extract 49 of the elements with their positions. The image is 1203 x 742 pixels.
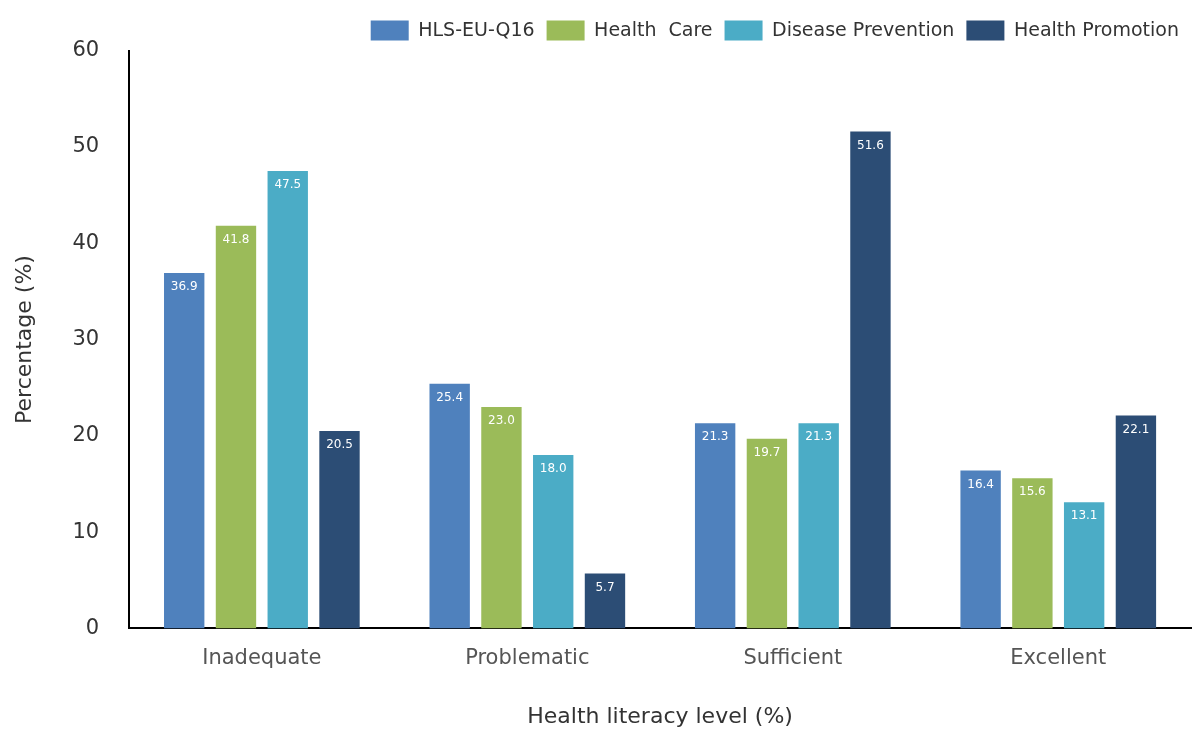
data-label: 41.8 (222, 231, 250, 246)
y-tick-label: 10 (72, 518, 100, 543)
x-tick-label: Excellent (1010, 645, 1107, 670)
y-axis-title: Percentage (%) (10, 255, 36, 424)
y-tick-label: 60 (72, 37, 100, 62)
bar (481, 406, 522, 629)
data-label: 21.3 (805, 429, 833, 444)
data-label: 16.4 (967, 476, 994, 491)
data-label: 25.4 (436, 389, 464, 404)
data-label: 5.7 (595, 579, 615, 594)
bar (850, 131, 891, 629)
x-axis-title: Health literacy level (%) (527, 702, 793, 728)
bar (1063, 502, 1105, 629)
data-label: 18.0 (539, 461, 567, 476)
data-label: 23.0 (488, 413, 515, 428)
x-tick-label: Problematic (465, 645, 590, 670)
data-label: 15.6 (1019, 484, 1046, 499)
data-label: 21.3 (701, 429, 729, 444)
bar (319, 430, 360, 629)
y-tick-label: 40 (72, 229, 100, 254)
legend-label: Disease Prevention (772, 17, 955, 40)
y-tick-label: 0 (85, 614, 100, 639)
data-label: 47.5 (274, 177, 302, 192)
bar (1115, 415, 1157, 629)
bar (746, 438, 788, 629)
bar (215, 225, 257, 629)
legend-label: Health Promotion (1013, 17, 1180, 40)
x-tick-label: Sufficient (743, 645, 843, 670)
bar (798, 423, 839, 629)
data-label: 20.5 (326, 437, 353, 452)
bar (694, 423, 736, 629)
x-tick-label: Inadequate (202, 645, 322, 670)
data-label: 36.9 (170, 279, 198, 294)
y-tick-label: 20 (72, 422, 100, 447)
data-label: 19.7 (753, 444, 781, 459)
bar (429, 383, 470, 629)
bar (533, 455, 574, 629)
data-label: 13.1 (1070, 508, 1098, 523)
data-label: 51.6 (857, 137, 884, 152)
data-label: 22.1 (1122, 421, 1150, 436)
bar (1012, 478, 1053, 629)
y-tick-label: 30 (72, 325, 100, 350)
y-tick-label: 50 (72, 133, 100, 158)
bar (960, 470, 1001, 629)
legend-label: HLS-EU-Q16 (418, 17, 535, 40)
bar (164, 273, 205, 629)
bar (267, 170, 308, 629)
bar (584, 573, 626, 629)
legend-label: Health Care (594, 17, 713, 40)
